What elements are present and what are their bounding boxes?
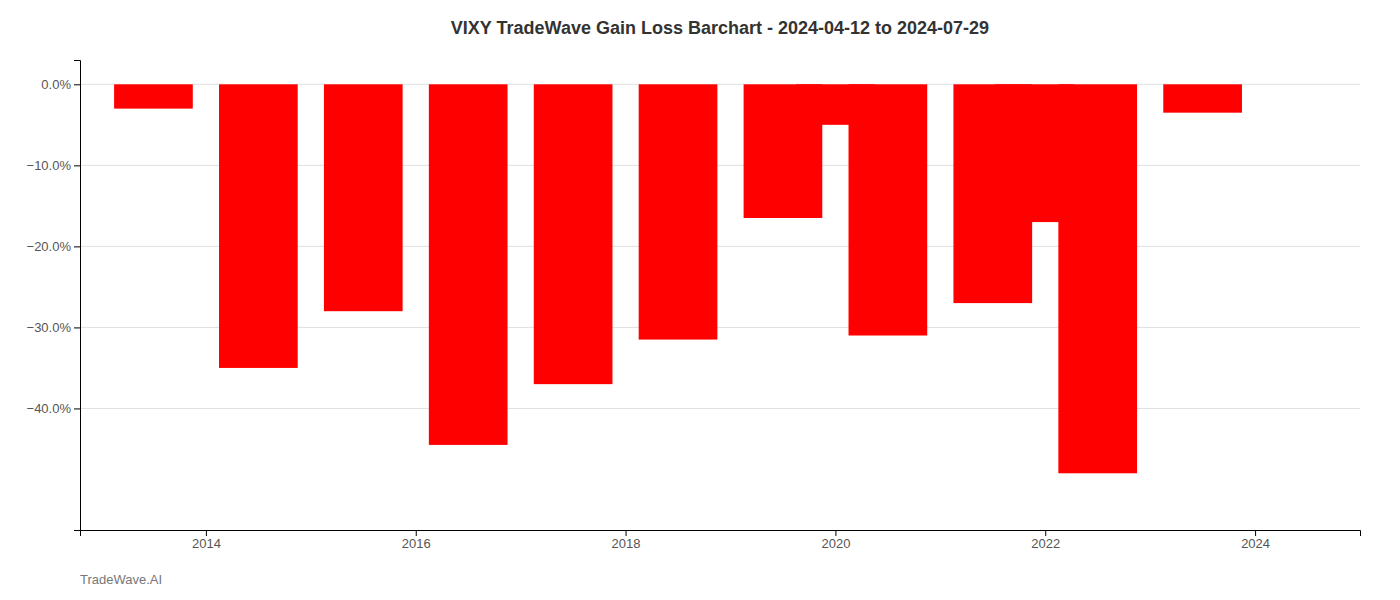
annotation: TradeWave.AI (80, 572, 162, 587)
x-axis-line (81, 531, 1361, 537)
x-axis: 2014 2016 2018 2020 2022 2024 (81, 530, 1361, 551)
grid (80, 84, 1360, 408)
y-axis-line (74, 61, 81, 531)
x-tick-mark (416, 530, 417, 536)
grid-line (80, 408, 1360, 409)
x-tick-label: 2024 (1241, 536, 1270, 551)
y-tick: −20.0% (27, 239, 80, 254)
x-tick-label: 2016 (402, 536, 431, 551)
x-tick-mark (835, 530, 836, 536)
y-tick: 0.0% (41, 77, 80, 92)
bar (114, 84, 193, 108)
bar (534, 84, 613, 384)
y-tick: −30.0% (27, 320, 80, 335)
y-axis: 0.0% −10.0% −20.0% −30.0% −40.0% (27, 61, 81, 531)
bars (114, 84, 1242, 473)
x-tick: 2018 (612, 530, 641, 551)
y-tick-label: 0.0% (41, 77, 71, 92)
x-tick: 2024 (1241, 530, 1270, 551)
bar (639, 84, 718, 339)
bar (849, 84, 928, 335)
bar (324, 84, 403, 311)
x-tick-label: 2022 (1031, 536, 1060, 551)
bar (1163, 84, 1242, 112)
bar (1058, 84, 1137, 473)
y-tick-mark (74, 327, 80, 328)
y-tick-label: −30.0% (27, 320, 72, 335)
plot: 2014 2016 2018 2020 2022 2024 0.0% −10.0% −20.0%… (27, 61, 1361, 552)
title: VIXY TradeWave Gain Loss Barchart - 2024… (451, 18, 989, 38)
y-tick-mark (74, 165, 80, 166)
x-tick: 2020 (821, 530, 850, 551)
y-tick-mark (74, 84, 80, 85)
x-tick-label: 2020 (821, 536, 850, 551)
y-tick-mark (74, 246, 80, 247)
x-tick-mark (206, 530, 207, 536)
y-tick-label: −10.0% (27, 158, 72, 173)
y-tick-mark (74, 408, 80, 409)
x-tick-label: 2014 (192, 536, 221, 551)
y-tick-label: −20.0% (27, 239, 72, 254)
x-tick-mark (1045, 530, 1046, 536)
y-tick: −40.0% (27, 401, 80, 416)
y-tick: −10.0% (27, 158, 80, 173)
x-tick: 2016 (402, 530, 431, 551)
x-tick: 2014 (192, 530, 221, 551)
y-tick-label: −40.0% (27, 401, 72, 416)
chart: 2014 2016 2018 2020 2022 2024 0.0% −10.0% −20.0%… (0, 0, 1400, 600)
x-tick-label: 2018 (612, 536, 641, 551)
x-tick-mark (1255, 530, 1256, 536)
x-tick: 2022 (1031, 530, 1060, 551)
x-tick-mark (626, 530, 627, 536)
bar (219, 84, 298, 368)
bar (429, 84, 508, 445)
